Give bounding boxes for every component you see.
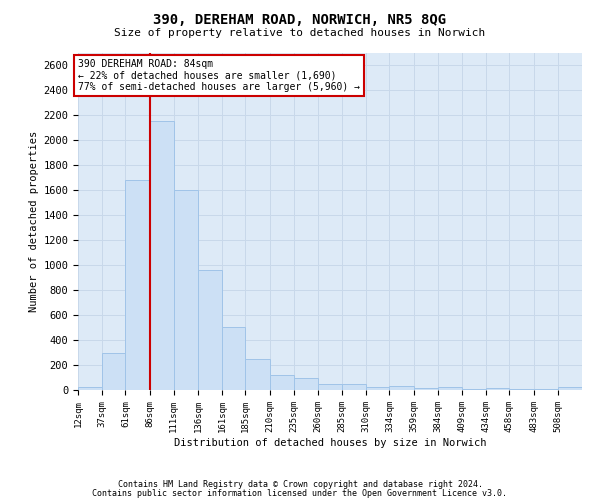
Bar (366, 387, 389, 390)
X-axis label: Distribution of detached houses by size in Norwich: Distribution of detached houses by size … (174, 438, 486, 448)
Bar (125, 180, 149, 390)
Bar (222, 327, 245, 390)
Text: Contains public sector information licensed under the Open Government Licence v3: Contains public sector information licen… (92, 490, 508, 498)
Bar (294, 378, 318, 390)
Bar (269, 375, 294, 390)
Text: Contains HM Land Registry data © Crown copyright and database right 2024.: Contains HM Land Registry data © Crown c… (118, 480, 482, 489)
Bar (558, 387, 582, 390)
Y-axis label: Number of detached properties: Number of detached properties (29, 130, 39, 312)
Bar (198, 270, 222, 390)
Bar (245, 359, 269, 390)
Text: Size of property relative to detached houses in Norwich: Size of property relative to detached ho… (115, 28, 485, 38)
Bar (438, 387, 462, 390)
Bar (149, 121, 174, 390)
Bar (102, 352, 125, 390)
Bar (78, 387, 102, 390)
Bar (174, 190, 198, 390)
Text: 390, DEREHAM ROAD, NORWICH, NR5 8QG: 390, DEREHAM ROAD, NORWICH, NR5 8QG (154, 12, 446, 26)
Bar (318, 384, 342, 390)
Bar (389, 386, 413, 390)
Text: 390 DEREHAM ROAD: 84sqm
← 22% of detached houses are smaller (1,690)
77% of semi: 390 DEREHAM ROAD: 84sqm ← 22% of detache… (78, 58, 360, 92)
Bar (413, 388, 438, 390)
Bar (342, 384, 366, 390)
Bar (486, 388, 509, 390)
